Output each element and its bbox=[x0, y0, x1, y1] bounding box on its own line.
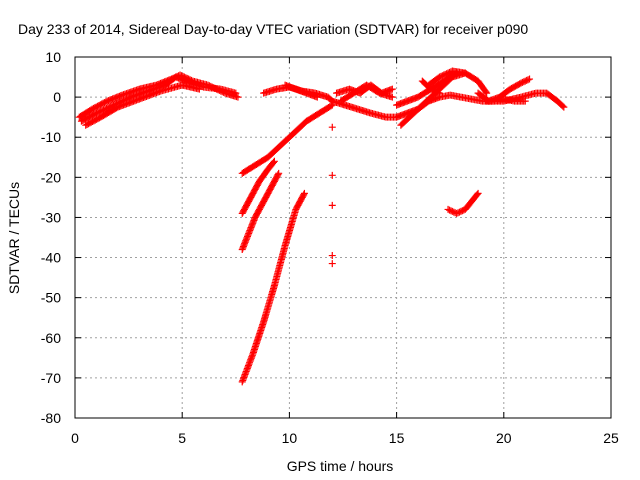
series-arc-08 bbox=[337, 81, 396, 105]
data-point bbox=[559, 102, 567, 110]
data-point bbox=[483, 89, 491, 97]
series-isolated bbox=[328, 123, 336, 268]
x-axis-label: GPS time / hours bbox=[287, 458, 394, 474]
y-tick-label: -70 bbox=[41, 370, 61, 386]
series-arc-19 bbox=[238, 189, 308, 386]
x-tick-label: 20 bbox=[496, 430, 512, 446]
series-arc-18 bbox=[238, 169, 283, 254]
data-point bbox=[388, 85, 396, 93]
data-point bbox=[328, 260, 336, 268]
data-point bbox=[328, 171, 336, 179]
data-point bbox=[560, 103, 568, 111]
data-point bbox=[269, 158, 277, 166]
x-tick-label: 0 bbox=[71, 430, 79, 446]
series-arc-20 bbox=[444, 189, 482, 217]
chart-title: Day 233 of 2014, Sidereal Day-to-day VTE… bbox=[18, 21, 528, 37]
data-point bbox=[328, 123, 336, 131]
x-tick-label: 25 bbox=[603, 430, 619, 446]
y-tick-label: -10 bbox=[41, 129, 61, 145]
series-arc-11 bbox=[425, 67, 491, 97]
series-arc-12 bbox=[393, 69, 461, 109]
grid bbox=[75, 57, 611, 418]
y-tick-label: 10 bbox=[45, 49, 61, 65]
plot-frame bbox=[74, 56, 612, 419]
x-tick-label: 10 bbox=[282, 430, 298, 446]
data-point bbox=[328, 252, 336, 260]
x-tick-label: 5 bbox=[178, 430, 186, 446]
data-point bbox=[451, 70, 459, 78]
y-tick-label: -50 bbox=[41, 290, 61, 306]
data-point bbox=[234, 93, 242, 101]
data-point bbox=[195, 85, 203, 93]
y-tick-labels: 10 0 -10 -20 -30 -40 -50 -60 -70 -80 bbox=[41, 49, 61, 426]
x-tick-labels: 0 5 10 15 20 25 bbox=[71, 430, 619, 446]
y-tick-label: 0 bbox=[53, 89, 61, 105]
data-point bbox=[274, 171, 282, 179]
data-point bbox=[270, 157, 278, 165]
series-arc-16 bbox=[238, 101, 336, 177]
data-point bbox=[473, 191, 481, 199]
axis-ticks bbox=[74, 56, 612, 419]
y-tick-label: -40 bbox=[41, 250, 61, 266]
series-arc-05 bbox=[281, 81, 321, 101]
data-point bbox=[300, 189, 308, 197]
data-point bbox=[434, 88, 442, 96]
y-axis-label: SDTVAR / TECUs bbox=[6, 182, 22, 294]
y-tick-label: -80 bbox=[41, 410, 61, 426]
data-point bbox=[328, 101, 336, 109]
data-point bbox=[275, 169, 283, 177]
y-tick-label: -30 bbox=[41, 209, 61, 225]
y-tick-label: -60 bbox=[41, 330, 61, 346]
data-point bbox=[328, 201, 336, 209]
data-point bbox=[313, 93, 321, 101]
data-point bbox=[482, 88, 490, 96]
series-arc-13 bbox=[418, 77, 443, 97]
series-arc-15 bbox=[483, 89, 568, 111]
series-arc-06 bbox=[328, 97, 401, 121]
y-tick-label: -20 bbox=[41, 169, 61, 185]
data-point bbox=[232, 89, 240, 97]
series-arc-17 bbox=[238, 157, 278, 217]
data-point bbox=[300, 191, 308, 199]
data-point bbox=[327, 102, 335, 110]
data-point bbox=[526, 75, 534, 83]
data-point bbox=[435, 89, 443, 97]
series-arc-03 bbox=[82, 81, 203, 129]
data-point bbox=[453, 69, 461, 77]
x-tick-label: 15 bbox=[389, 430, 405, 446]
data-point bbox=[474, 189, 482, 197]
data-marks bbox=[75, 67, 568, 386]
data-point bbox=[388, 93, 396, 101]
data-point bbox=[524, 76, 532, 84]
